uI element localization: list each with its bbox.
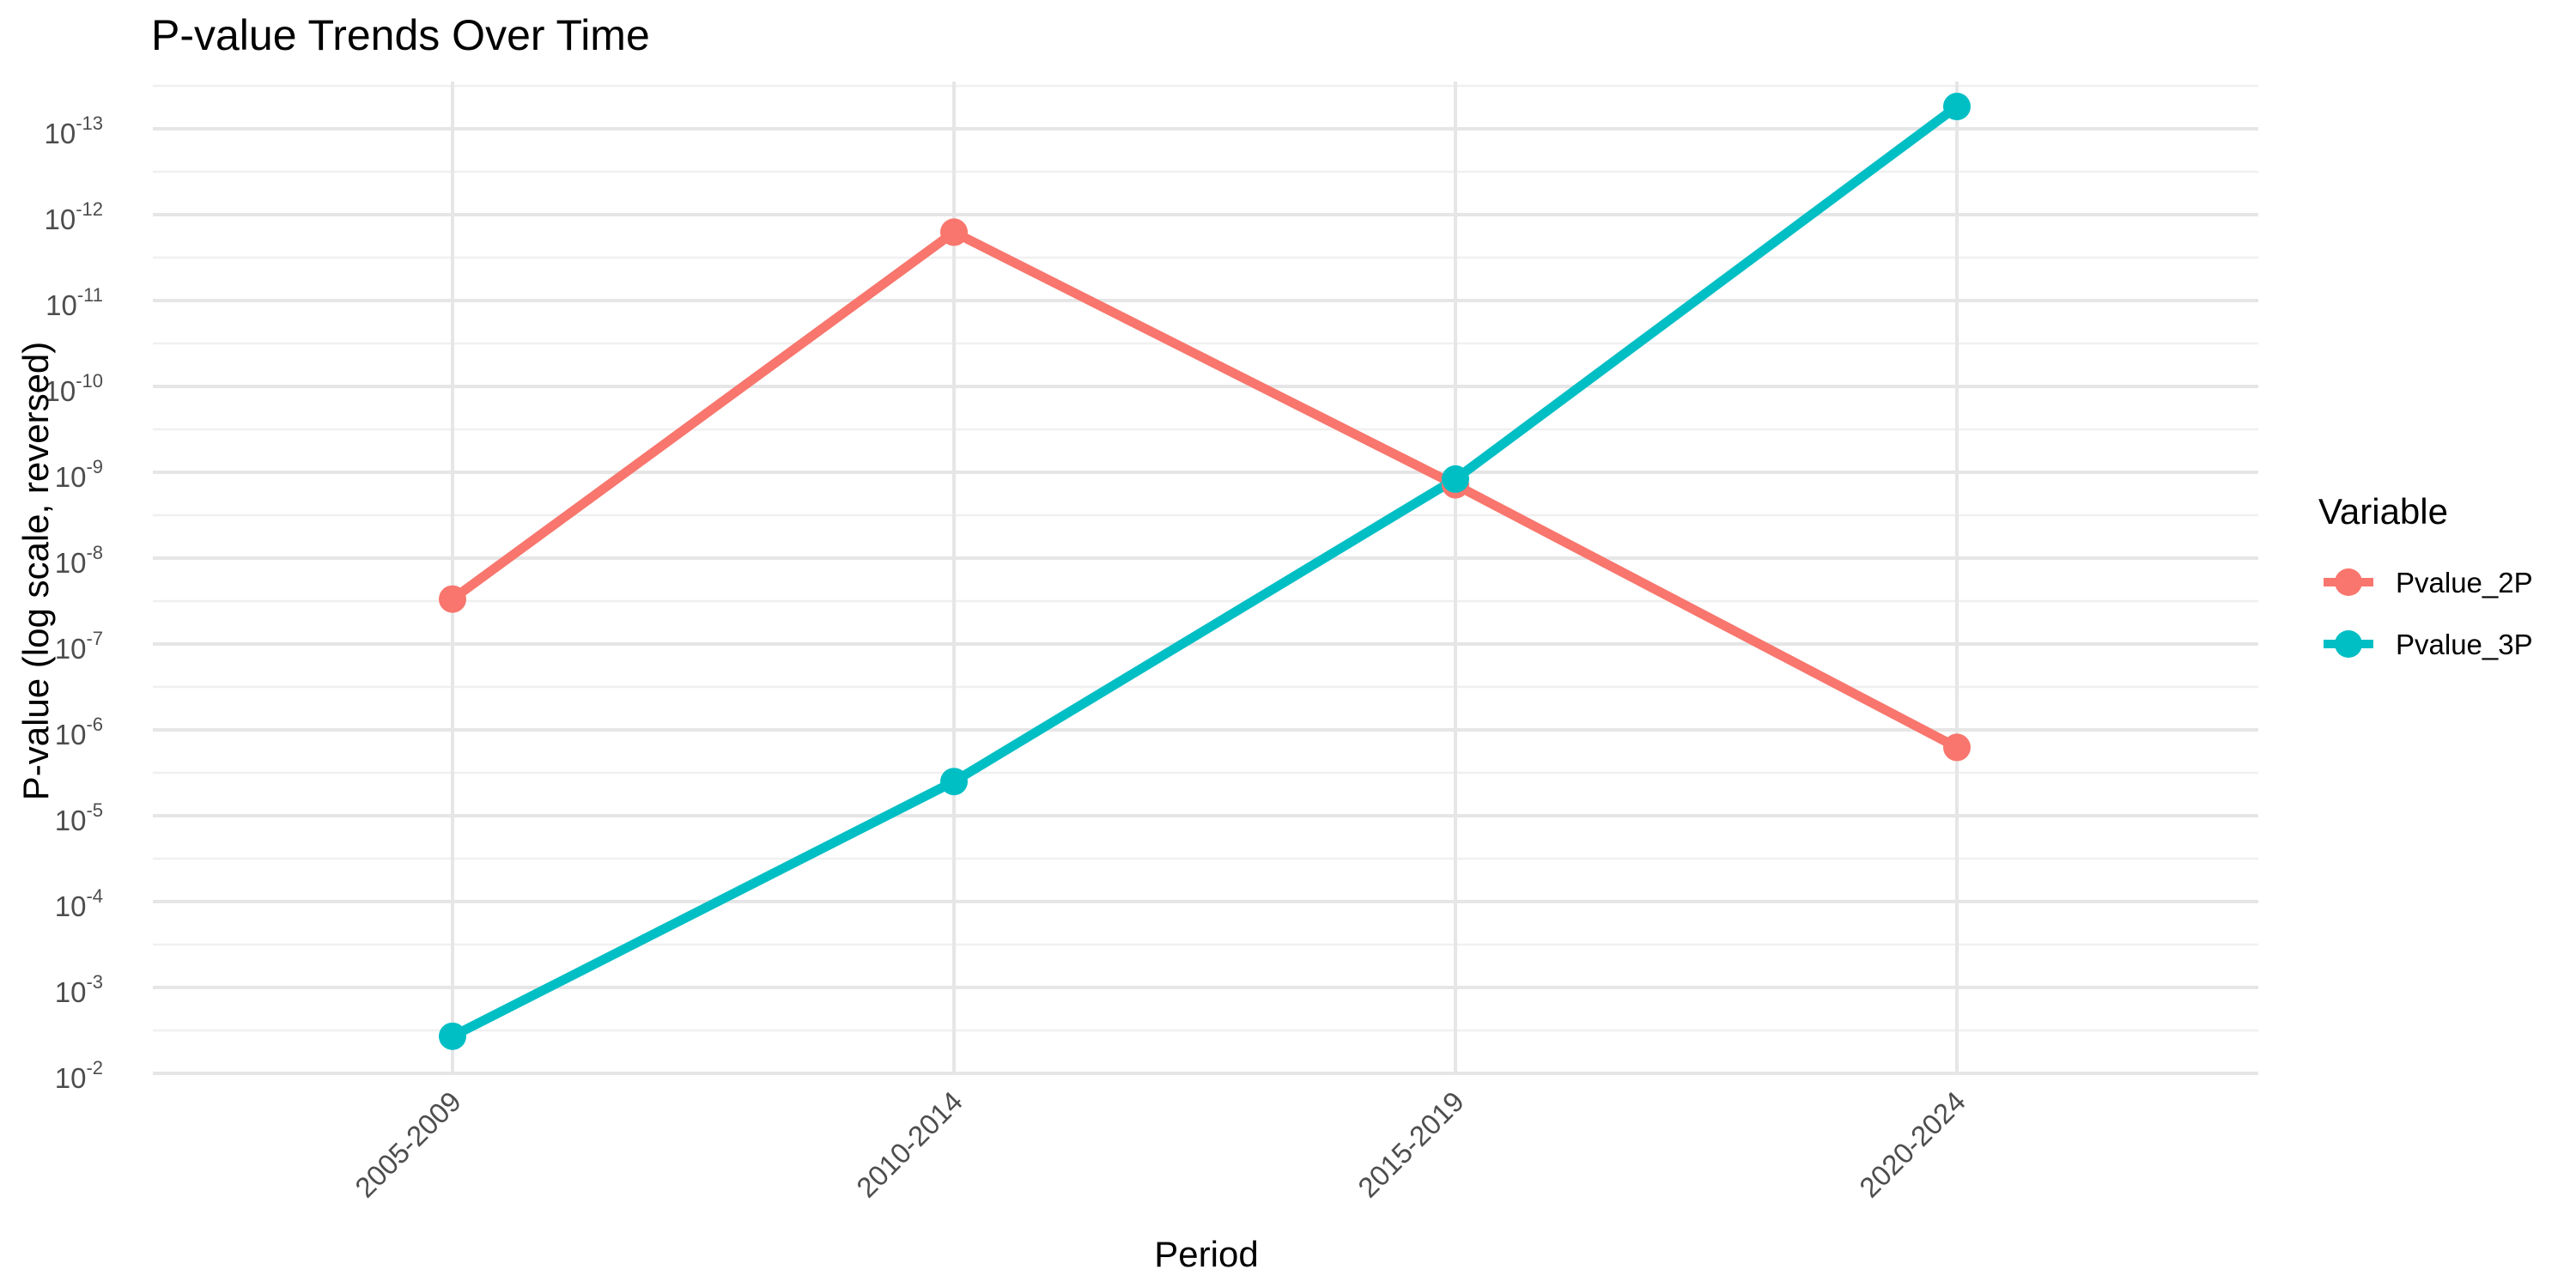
- y-tick-label: 10-3: [55, 971, 103, 1008]
- y-tick-exponent: -5: [86, 799, 103, 821]
- legend: Variable Pvalue_2P Pvalue_3P: [2318, 491, 2533, 660]
- y-tick-exponent: -7: [86, 628, 103, 649]
- legend-point-swatch: [2335, 568, 2362, 596]
- y-tick-base: 10: [44, 118, 76, 149]
- y-axis-ticks: 10-210-310-410-510-610-710-810-910-1010-…: [44, 112, 103, 1094]
- y-axis-title: P-value (log scale, reversed): [15, 342, 56, 801]
- data-point-Pvalue_3P: [940, 768, 968, 796]
- y-tick-label: 10-4: [55, 885, 103, 922]
- x-axis-ticks: 2005-2009 2010-2014 2015-2019 2020-2024: [349, 1085, 1971, 1204]
- y-tick-label: 10-6: [55, 714, 103, 750]
- y-tick-base: 10: [55, 976, 87, 1008]
- legend-label: Pvalue_2P: [2396, 567, 2533, 598]
- y-tick-exponent: -12: [76, 198, 103, 220]
- grid-layer: [153, 82, 2258, 1075]
- x-tick-label: 2020-2024: [1853, 1085, 1971, 1204]
- y-tick-base: 10: [44, 375, 76, 407]
- y-tick-base: 10: [55, 1062, 87, 1094]
- data-point-Pvalue_3P: [1943, 93, 1971, 121]
- x-axis-title: Period: [1154, 1234, 1258, 1274]
- y-tick-base: 10: [44, 204, 76, 235]
- y-tick-label: 10-11: [46, 284, 103, 321]
- x-tick-label: 2015-2019: [1352, 1085, 1470, 1204]
- x-tick-label: 2010-2014: [850, 1085, 969, 1204]
- y-tick-label: 10-12: [44, 198, 103, 235]
- x-tick-label: 2005-2009: [349, 1085, 467, 1204]
- series-layer: [439, 93, 1971, 1050]
- y-tick-base: 10: [55, 719, 87, 750]
- y-tick-base: 10: [55, 805, 87, 836]
- data-point-Pvalue_3P: [439, 1022, 466, 1050]
- y-tick-exponent: -8: [86, 542, 103, 563]
- legend-label: Pvalue_3P: [2396, 629, 2533, 660]
- legend-items: Pvalue_2P Pvalue_3P: [2324, 567, 2533, 660]
- legend-point-swatch: [2335, 630, 2362, 658]
- series-line-Pvalue_2P: [447, 227, 1962, 752]
- y-tick-exponent: -9: [86, 456, 103, 477]
- y-tick-exponent: -10: [76, 370, 103, 392]
- data-point-Pvalue_2P: [940, 218, 968, 246]
- data-point-Pvalue_2P: [1943, 733, 1971, 762]
- y-tick-exponent: -2: [86, 1057, 103, 1078]
- data-point-Pvalue_2P: [439, 585, 466, 613]
- y-tick-base: 10: [46, 289, 77, 321]
- data-point-Pvalue_3P: [1442, 465, 1469, 493]
- y-tick-exponent: -13: [76, 112, 103, 134]
- y-tick-exponent: -4: [86, 885, 103, 907]
- series-line-Pvalue_3P: [447, 101, 1962, 1042]
- y-tick-label: 10-7: [55, 628, 103, 665]
- y-tick-label: 10-5: [55, 799, 103, 836]
- chart-title: P-value Trends Over Time: [151, 11, 650, 59]
- y-tick-exponent: -6: [86, 714, 103, 735]
- y-tick-exponent: -11: [77, 284, 103, 306]
- y-tick-base: 10: [55, 633, 87, 665]
- legend-item: Pvalue_3P: [2324, 629, 2533, 660]
- y-tick-exponent: -3: [86, 971, 103, 993]
- y-tick-label: 10-2: [55, 1057, 103, 1094]
- legend-title: Variable: [2318, 491, 2448, 532]
- y-tick-base: 10: [55, 890, 87, 922]
- y-tick-base: 10: [55, 461, 87, 493]
- y-tick-label: 10-8: [55, 542, 103, 579]
- legend-item: Pvalue_2P: [2324, 567, 2533, 598]
- y-tick-base: 10: [55, 547, 87, 579]
- y-tick-label: 10-10: [44, 370, 103, 407]
- y-tick-label: 10-13: [44, 112, 103, 149]
- y-tick-label: 10-9: [55, 456, 103, 493]
